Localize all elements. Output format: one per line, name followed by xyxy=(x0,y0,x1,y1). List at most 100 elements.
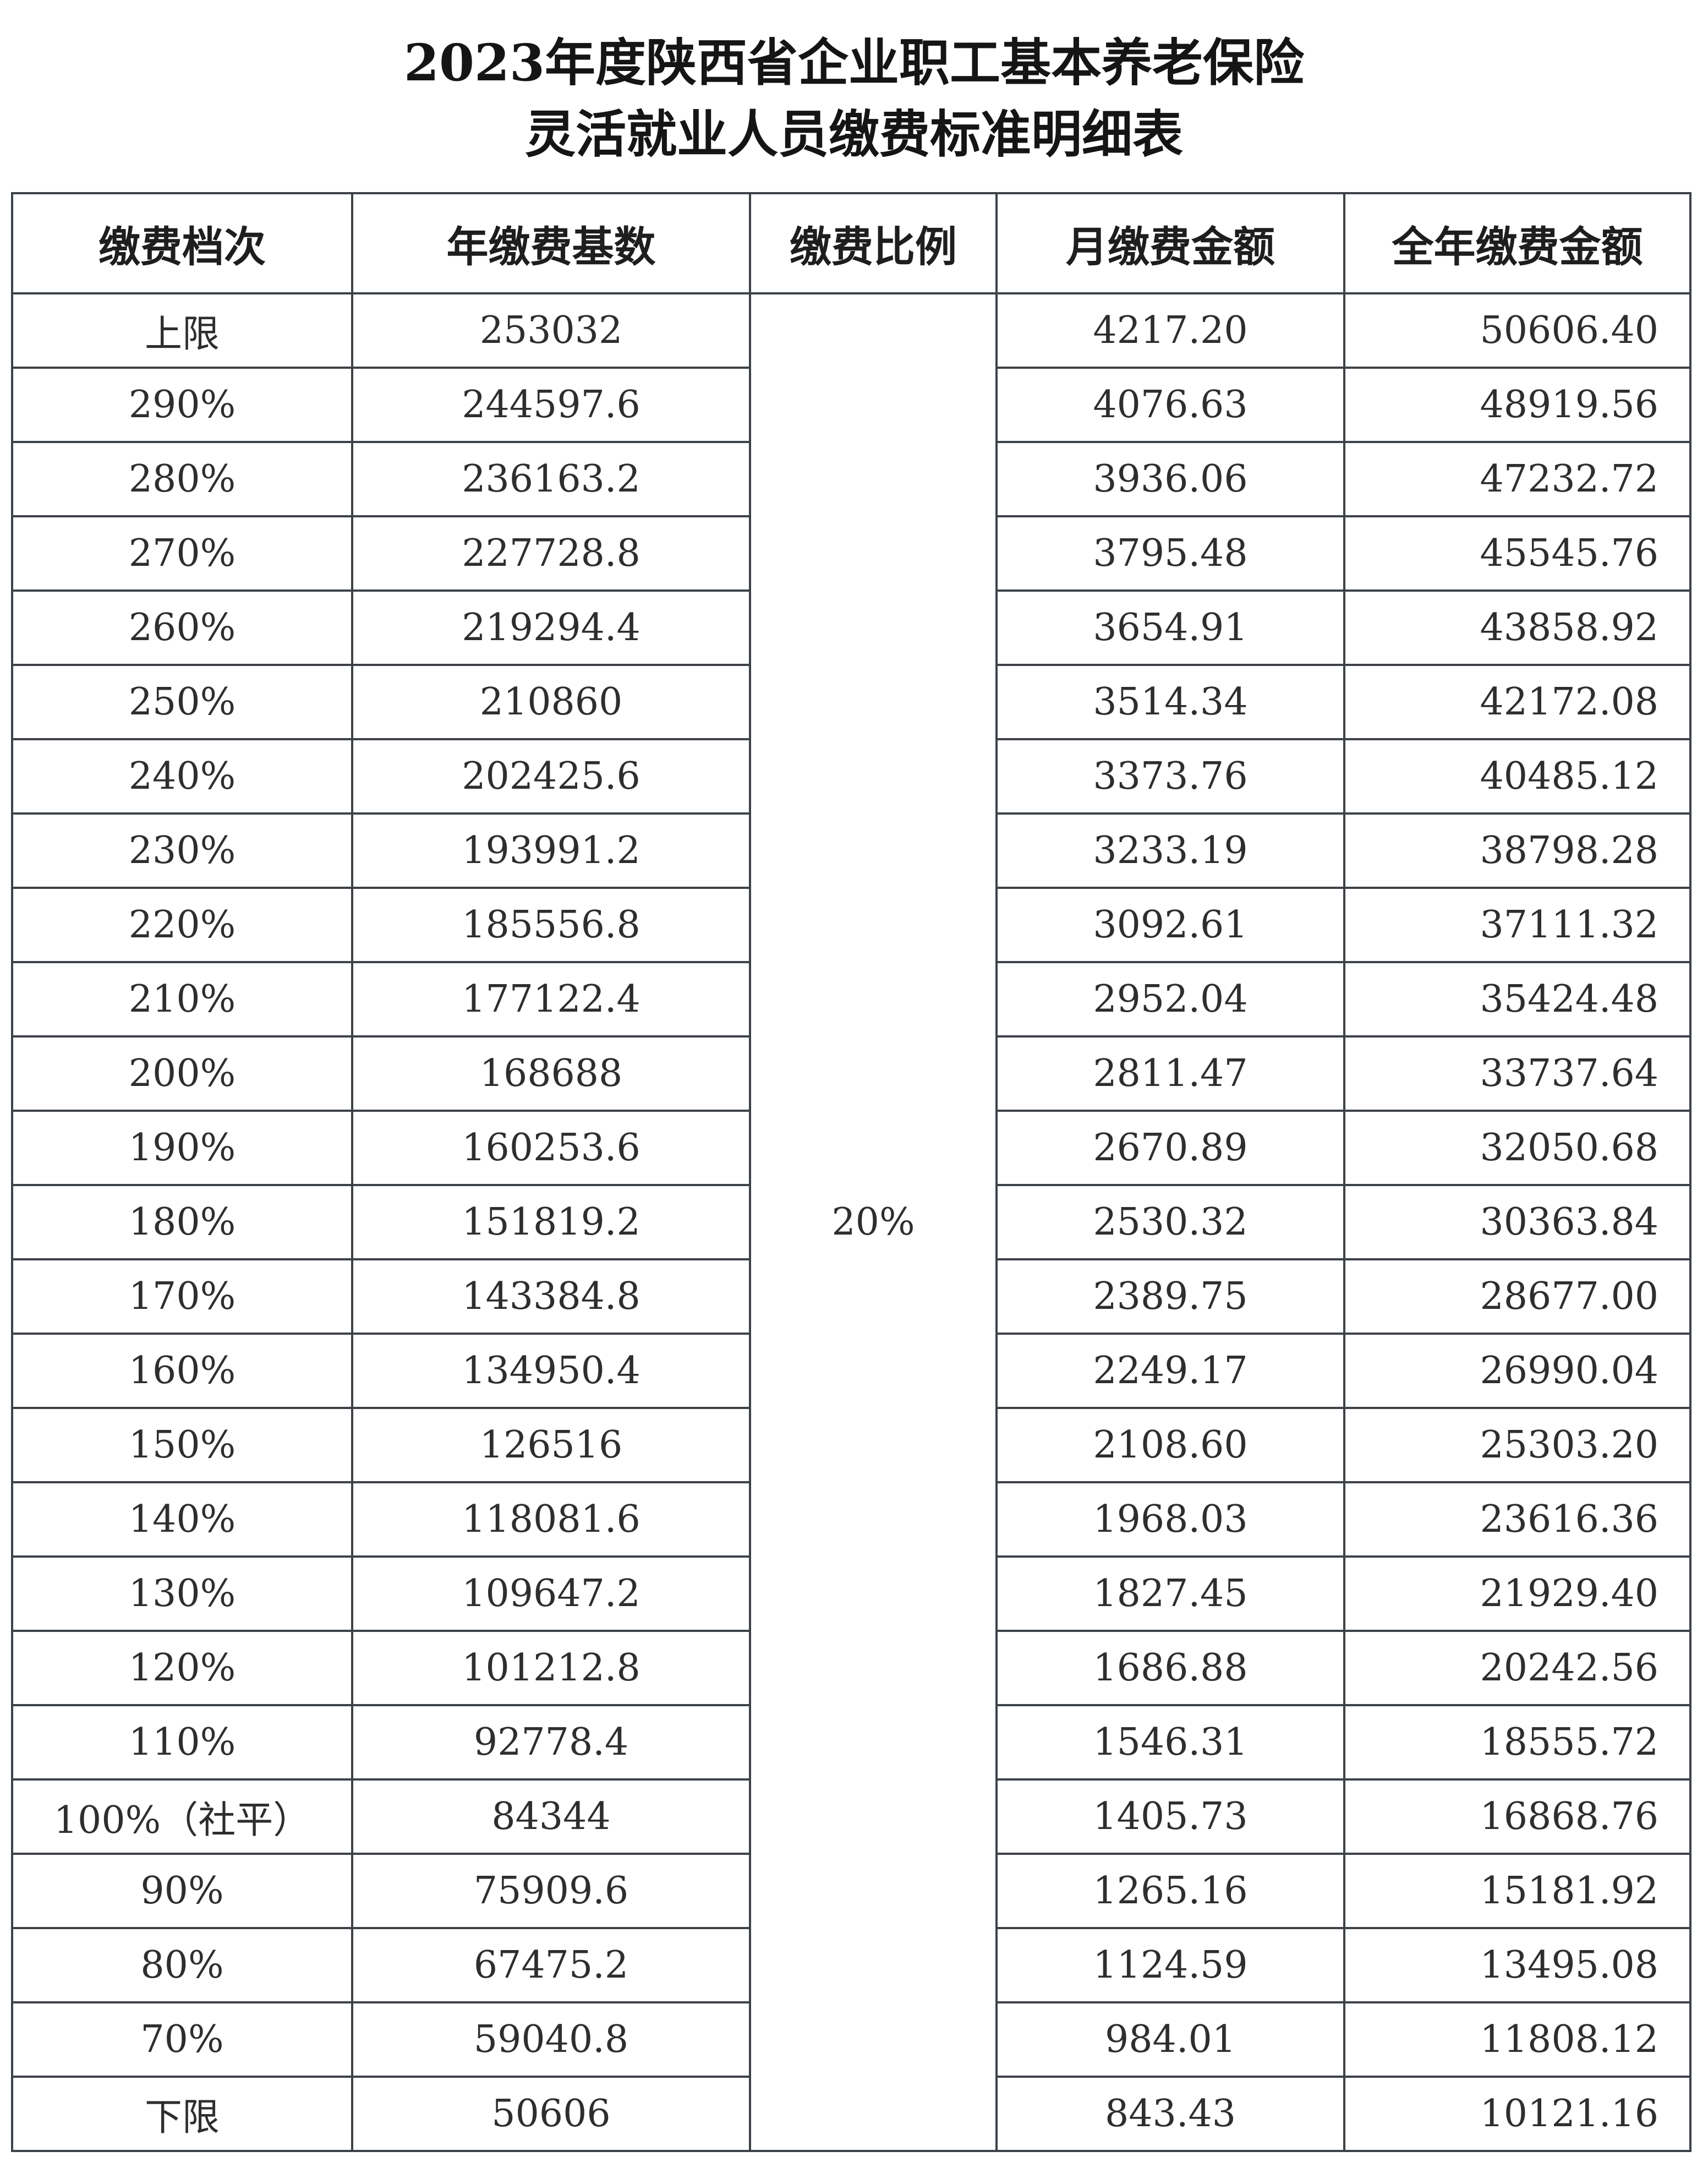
cell-level: 90% xyxy=(11,1853,353,1929)
table-row: 270% 227728.8 3795.48 45545.76 xyxy=(11,515,1691,592)
cell-level: 270% xyxy=(11,515,353,592)
cell-annual-base: 109647.2 xyxy=(351,1555,751,1632)
contribution-table: 缴费档次 年缴费基数 缴费比例 月缴费金额 全年缴费金额 上限 253032 20%… xyxy=(11,192,1691,2152)
table-row: 80% 67475.2 1124.59 13495.08 xyxy=(11,1927,1691,2003)
cell-annual-amount: 37111.32 xyxy=(1343,887,1691,963)
header-row: 缴费档次 年缴费基数 缴费比例 月缴费金额 全年缴费金额 xyxy=(11,192,1691,294)
cell-annual-amount: 23616.36 xyxy=(1343,1481,1691,1558)
cell-level: 290% xyxy=(11,367,353,443)
cell-annual-amount: 15181.92 xyxy=(1343,1853,1691,1929)
table-row: 120% 101212.8 1686.88 20242.56 xyxy=(11,1630,1691,1706)
cell-level: 80% xyxy=(11,1927,353,2003)
cell-annual-amount: 50606.40 xyxy=(1343,292,1691,369)
cell-level: 190% xyxy=(11,1110,353,1186)
cell-annual-base: 134950.4 xyxy=(351,1333,751,1409)
cell-annual-amount: 40485.12 xyxy=(1343,738,1691,815)
cell-monthly-amount: 1968.03 xyxy=(995,1481,1345,1558)
cell-level: 上限 xyxy=(11,292,353,369)
cell-annual-amount: 25303.20 xyxy=(1343,1407,1691,1483)
cell-annual-base: 101212.8 xyxy=(351,1630,751,1706)
cell-annual-base: 210860 xyxy=(351,664,751,740)
table-row: 210% 177122.4 2952.04 35424.48 xyxy=(11,961,1691,1038)
cell-annual-base: 126516 xyxy=(351,1407,751,1483)
cell-level: 110% xyxy=(11,1704,353,1781)
cell-annual-amount: 18555.72 xyxy=(1343,1704,1691,1781)
cell-monthly-amount: 1546.31 xyxy=(995,1704,1345,1781)
cell-annual-base: 84344 xyxy=(351,1778,751,1855)
cell-level: 280% xyxy=(11,441,353,517)
cell-level: 250% xyxy=(11,664,353,740)
cell-monthly-amount: 3092.61 xyxy=(995,887,1345,963)
cell-annual-base: 160253.6 xyxy=(351,1110,751,1186)
cell-annual-base: 253032 xyxy=(351,292,751,369)
table-row: 190% 160253.6 2670.89 32050.68 xyxy=(11,1110,1691,1186)
cell-monthly-amount: 3795.48 xyxy=(995,515,1345,592)
cell-level: 210% xyxy=(11,961,353,1038)
cell-level: 260% xyxy=(11,589,353,666)
cell-annual-amount: 32050.68 xyxy=(1343,1110,1691,1186)
cell-monthly-amount: 1124.59 xyxy=(995,1927,1345,2003)
cell-level: 240% xyxy=(11,738,353,815)
cell-annual-amount: 33737.64 xyxy=(1343,1035,1691,1112)
cell-annual-amount: 28677.00 xyxy=(1343,1258,1691,1335)
cell-annual-base: 143384.8 xyxy=(351,1258,751,1335)
cell-monthly-amount: 2952.04 xyxy=(995,961,1345,1038)
cell-level: 170% xyxy=(11,1258,353,1335)
table-row: 下限 50606 843.43 10121.16 xyxy=(11,2076,1691,2152)
cell-monthly-amount: 3936.06 xyxy=(995,441,1345,517)
cell-monthly-amount: 3373.76 xyxy=(995,738,1345,815)
cell-annual-base: 227728.8 xyxy=(351,515,751,592)
cell-monthly-amount: 2530.32 xyxy=(995,1184,1345,1260)
cell-monthly-amount: 3233.19 xyxy=(995,812,1345,889)
header-level: 缴费档次 xyxy=(11,192,353,294)
title-line-2: 灵活就业人员缴费标准明细表 xyxy=(524,105,1183,164)
table-row: 180% 151819.2 2530.32 30363.84 xyxy=(11,1184,1691,1260)
cell-monthly-amount: 2670.89 xyxy=(995,1110,1345,1186)
cell-annual-amount: 20242.56 xyxy=(1343,1630,1691,1706)
header-annual-amount: 全年缴费金额 xyxy=(1343,192,1691,294)
table-row: 200% 168688 2811.47 33737.64 xyxy=(11,1035,1691,1112)
cell-annual-amount: 45545.76 xyxy=(1343,515,1691,592)
cell-monthly-amount: 2811.47 xyxy=(995,1035,1345,1112)
cell-level: 160% xyxy=(11,1333,353,1409)
cell-annual-amount: 48919.56 xyxy=(1343,367,1691,443)
cell-annual-amount: 38798.28 xyxy=(1343,812,1691,889)
cell-level: 130% xyxy=(11,1555,353,1632)
cell-annual-base: 59040.8 xyxy=(351,2001,751,2078)
table-row: 70% 59040.8 984.01 11808.12 xyxy=(11,2001,1691,2078)
table-row: 140% 118081.6 1968.03 23616.36 xyxy=(11,1481,1691,1558)
cell-annual-amount: 13495.08 xyxy=(1343,1927,1691,2003)
cell-annual-base: 244597.6 xyxy=(351,367,751,443)
table-row: 220% 185556.8 3092.61 37111.32 xyxy=(11,887,1691,963)
cell-annual-amount: 42172.08 xyxy=(1343,664,1691,740)
cell-annual-base: 177122.4 xyxy=(351,961,751,1038)
cell-level: 140% xyxy=(11,1481,353,1558)
cell-level: 180% xyxy=(11,1184,353,1260)
table-row: 90% 75909.6 1265.16 15181.92 xyxy=(11,1853,1691,1929)
table-row: 240% 202425.6 3373.76 40485.12 xyxy=(11,738,1691,815)
cell-monthly-amount: 1686.88 xyxy=(995,1630,1345,1706)
table-row: 170% 143384.8 2389.75 28677.00 xyxy=(11,1258,1691,1335)
cell-monthly-amount: 2108.60 xyxy=(995,1407,1345,1483)
cell-level: 100%（社平） xyxy=(11,1778,353,1855)
cell-annual-base: 236163.2 xyxy=(351,441,751,517)
table-row: 260% 219294.4 3654.91 43858.92 xyxy=(11,589,1691,666)
cell-annual-base: 75909.6 xyxy=(351,1853,751,1929)
cell-monthly-amount: 3514.34 xyxy=(995,664,1345,740)
table-row: 100%（社平） 84344 1405.73 16868.76 xyxy=(11,1778,1691,1855)
cell-annual-base: 92778.4 xyxy=(351,1704,751,1781)
cell-level: 70% xyxy=(11,2001,353,2078)
cell-level: 150% xyxy=(11,1407,353,1483)
header-annual-base: 年缴费基数 xyxy=(351,192,751,294)
cell-monthly-amount: 843.43 xyxy=(995,2076,1345,2152)
cell-level: 下限 xyxy=(11,2076,353,2152)
cell-annual-amount: 21929.40 xyxy=(1343,1555,1691,1632)
header-monthly-amount: 月缴费金额 xyxy=(995,192,1345,294)
table-row: 110% 92778.4 1546.31 18555.72 xyxy=(11,1704,1691,1781)
table-row: 230% 193991.2 3233.19 38798.28 xyxy=(11,812,1691,889)
title-line-1: 2023年度陕西省企业职工基本养老保险 xyxy=(403,33,1305,92)
cell-monthly-amount: 3654.91 xyxy=(995,589,1345,666)
cell-annual-amount: 35424.48 xyxy=(1343,961,1691,1038)
cell-level: 230% xyxy=(11,812,353,889)
cell-annual-amount: 43858.92 xyxy=(1343,589,1691,666)
